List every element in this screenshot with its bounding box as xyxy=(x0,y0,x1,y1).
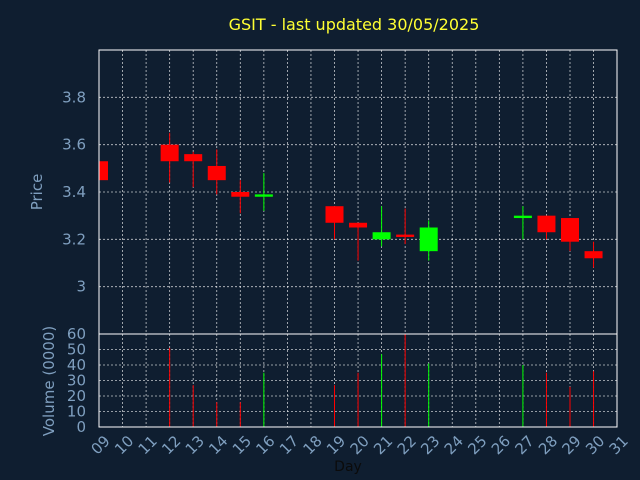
candle-body xyxy=(325,206,344,223)
price-tick-label: 3 xyxy=(76,278,86,296)
volume-tick-label: 40 xyxy=(67,356,86,374)
x-tick-label: 23 xyxy=(417,432,443,458)
volume-tick-label: 10 xyxy=(67,403,86,421)
candle-body xyxy=(184,154,203,162)
candle xyxy=(372,206,391,247)
candle-body xyxy=(231,192,250,197)
price-tick-label: 3.2 xyxy=(62,230,86,248)
candle xyxy=(231,180,250,214)
candle-body xyxy=(396,234,415,237)
chart-title: GSIT - last updated 30/05/2025 xyxy=(229,15,480,34)
volume-tick-label: 60 xyxy=(67,325,86,343)
x-tick-label: 09 xyxy=(88,432,114,458)
candle-body xyxy=(561,218,579,242)
x-axis-label: Day xyxy=(334,459,362,475)
price-axis-label: Price xyxy=(28,174,46,211)
x-tick-label: 18 xyxy=(299,432,325,458)
candle xyxy=(561,218,579,252)
candle-body xyxy=(537,215,556,233)
x-tick-label: 27 xyxy=(511,432,537,458)
x-tick-label: 30 xyxy=(582,432,608,458)
candle xyxy=(349,222,368,261)
candle-body xyxy=(349,222,368,228)
candle-body xyxy=(160,144,179,162)
price-tick-label: 3.6 xyxy=(62,136,86,154)
x-tick-label: 13 xyxy=(182,432,208,458)
x-tick-label: 20 xyxy=(347,432,373,458)
x-tick-label: 10 xyxy=(111,432,137,458)
x-tick-label: 25 xyxy=(464,432,490,458)
x-tick-label: 19 xyxy=(323,432,349,458)
volume-tick-label: 20 xyxy=(67,387,86,405)
volume-axis-label: Volume (0000) xyxy=(40,326,58,436)
x-tick-label: 21 xyxy=(370,432,396,458)
candle xyxy=(325,206,344,240)
candle xyxy=(184,151,203,188)
x-tick-labels: 0910111213141516171819202122232425262728… xyxy=(88,432,632,458)
candle-body xyxy=(254,194,273,197)
x-tick-label: 17 xyxy=(276,432,302,458)
candle xyxy=(98,161,108,181)
candle xyxy=(584,241,603,268)
candle xyxy=(513,206,532,240)
candle xyxy=(537,215,556,240)
candles xyxy=(98,132,603,268)
volume-panel-frame xyxy=(98,333,618,428)
x-tick-label: 24 xyxy=(441,432,467,458)
candle xyxy=(396,208,415,245)
x-tick-label: 11 xyxy=(135,432,161,458)
volume-bars xyxy=(169,334,595,427)
price-tick-label: 3.8 xyxy=(62,88,86,106)
x-tick-label: 26 xyxy=(488,432,514,458)
candle xyxy=(160,132,179,183)
x-tick-label: 15 xyxy=(229,432,255,458)
x-tick-label: 14 xyxy=(205,432,231,458)
candle xyxy=(419,220,438,261)
candle xyxy=(207,149,226,195)
candle-body xyxy=(513,215,532,219)
x-tick-label: 28 xyxy=(535,432,561,458)
x-tick-label: 12 xyxy=(158,432,184,458)
candle-body xyxy=(584,251,603,259)
price-tick-labels: 3 3.2 3.4 3.6 3.8 xyxy=(62,88,86,295)
x-tick-label: 16 xyxy=(252,432,278,458)
x-tick-label: 22 xyxy=(394,432,420,458)
candle-body xyxy=(99,161,108,181)
x-tick-label: 29 xyxy=(559,432,585,458)
price-grid xyxy=(99,50,617,334)
candle-body xyxy=(419,227,438,252)
volume-tick-label: 50 xyxy=(67,341,86,359)
x-tick-label: 31 xyxy=(606,432,632,458)
candle xyxy=(254,173,273,211)
volume-tick-label: 0 xyxy=(76,418,86,436)
volume-tick-label: 30 xyxy=(67,372,86,390)
price-tick-label: 3.4 xyxy=(62,183,86,201)
candle-body xyxy=(207,165,226,181)
candle-body xyxy=(372,232,391,240)
